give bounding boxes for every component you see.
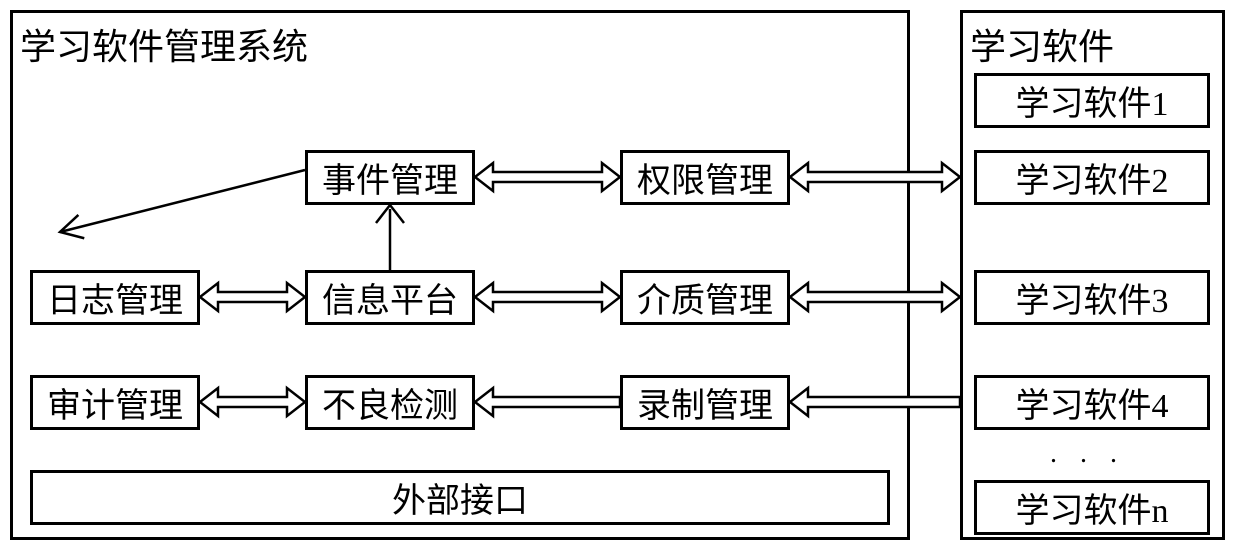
- ellipsis: . . .: [1050, 438, 1125, 470]
- side-node-s4: 学习软件4: [974, 375, 1210, 430]
- node-info: 信息平台: [305, 270, 475, 325]
- node-audit: 审计管理: [30, 375, 200, 430]
- node-record: 录制管理: [620, 375, 790, 430]
- node-detect: 不良检测: [305, 375, 475, 430]
- node-media: 介质管理: [620, 270, 790, 325]
- side-node-s3: 学习软件3: [974, 270, 1210, 325]
- main-title: 学习软件管理系统: [20, 18, 308, 70]
- side-title: 学习软件: [970, 18, 1114, 70]
- side-node-sn: 学习软件n: [974, 480, 1210, 535]
- node-ext: 外部接口: [30, 470, 890, 525]
- node-event: 事件管理: [305, 150, 475, 205]
- side-node-s2: 学习软件2: [974, 150, 1210, 205]
- side-node-s1: 学习软件1: [974, 73, 1210, 128]
- node-log: 日志管理: [30, 270, 200, 325]
- node-perm: 权限管理: [620, 150, 790, 205]
